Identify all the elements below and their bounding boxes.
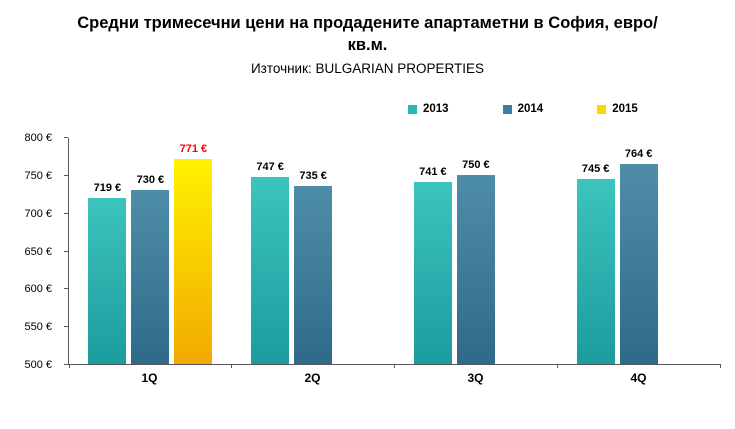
x-tick-mark — [394, 364, 395, 368]
legend-label-2013: 2013 — [423, 103, 449, 115]
y-tick-mark — [64, 364, 68, 365]
bar-group-3Q: 741 € 750 € — [395, 138, 558, 364]
bar-value-label-2014-3Q: 750 € — [462, 158, 490, 171]
bar-value-label-2013-1Q: 719 € — [93, 182, 122, 195]
y-tick-mark — [64, 250, 68, 252]
x-axis-label-4Q: 4Q — [630, 371, 647, 385]
bar-value-label-2014-2Q: 735 € — [299, 170, 327, 183]
legend-swatch-2013 — [408, 104, 417, 114]
y-tick-label: 650 € — [24, 245, 52, 258]
bar-2014-2Q: 735 € — [294, 170, 333, 364]
bar-value-label-2013-2Q: 747 € — [256, 161, 284, 174]
legend: 2013 2014 2015 — [408, 103, 638, 115]
y-axis-labels: 500 € 550 € 600 € 650 € 700 € 750 € 800 € — [0, 132, 62, 371]
legend-swatch-2014 — [502, 104, 512, 114]
legend-item-2013: 2013 — [408, 103, 449, 115]
legend-swatch-2015 — [597, 104, 607, 114]
bar-value-label-2015-1Q: 771 € — [179, 142, 208, 155]
bar-group-4Q: 745 € 764 € — [557, 138, 720, 364]
bar-group-2Q: 747 € 735 € — [232, 138, 395, 364]
x-axis-label-2Q: 2Q — [304, 371, 321, 385]
y-tick-label: 750 € — [24, 169, 52, 182]
bar-value-label-2013-4Q: 745 € — [581, 162, 610, 175]
bar-2014-4Q: 764 € — [619, 148, 658, 364]
x-tick-mark — [68, 364, 70, 368]
bar-2013-3Q: 741 € — [413, 166, 452, 364]
legend-label-2015: 2015 — [612, 103, 638, 115]
x-tick-mark — [231, 364, 233, 368]
bar-groups: 719 € 730 € 771 € 747 € 735 € 741 € 750 € 745 €… — [69, 138, 720, 364]
bar-2013-4Q: 745 € — [576, 163, 615, 364]
legend-item-2015: 2015 — [597, 103, 638, 115]
y-tick-mark — [64, 212, 68, 214]
x-axis-label-3Q: 3Q — [467, 371, 484, 385]
y-tick-mark — [64, 326, 68, 328]
chart-title: Средни тримесечни цени на продадените ап… — [77, 14, 658, 55]
bar-2014-1Q: 730 € — [131, 174, 170, 364]
bar-2014-3Q: 750 € — [456, 159, 495, 364]
bar-value-label-2014-4Q: 764 € — [624, 148, 653, 161]
bar-2015-1Q: 771 € — [174, 143, 213, 364]
y-tick-label: 600 € — [24, 283, 52, 296]
y-tick-label: 550 € — [24, 321, 52, 334]
legend-item-2014: 2014 — [502, 103, 544, 115]
bar-2013-1Q: 719 € — [88, 182, 127, 364]
x-tick-mark — [556, 364, 558, 368]
y-tick-mark — [64, 137, 68, 138]
bar-group-1Q: 719 € 730 € 771 € — [69, 138, 232, 364]
legend-label-2014: 2014 — [517, 103, 544, 115]
chart-subtitle: Източник: BULGARIAN PROPERTIES — [250, 61, 485, 76]
y-tick-mark — [64, 174, 68, 176]
y-tick-label: 700 € — [24, 207, 52, 220]
bar-value-label-2014-1Q: 730 € — [136, 174, 165, 186]
y-tick-label: 500 € — [24, 359, 52, 371]
x-axis-labels: 1Q 2Q 3Q 4Q — [68, 371, 720, 385]
x-axis-label-1Q: 1Q — [141, 371, 158, 385]
plot-area: 719 € 730 € 771 € 747 € 735 € 741 € 750 € 745 €… — [64, 137, 721, 368]
y-tick-label: 800 € — [24, 132, 52, 144]
y-tick-mark — [64, 288, 68, 290]
x-tick-mark — [719, 364, 721, 368]
bar-value-label-2013-3Q: 741 € — [419, 165, 447, 178]
bar-2013-2Q: 747 € — [251, 161, 290, 364]
